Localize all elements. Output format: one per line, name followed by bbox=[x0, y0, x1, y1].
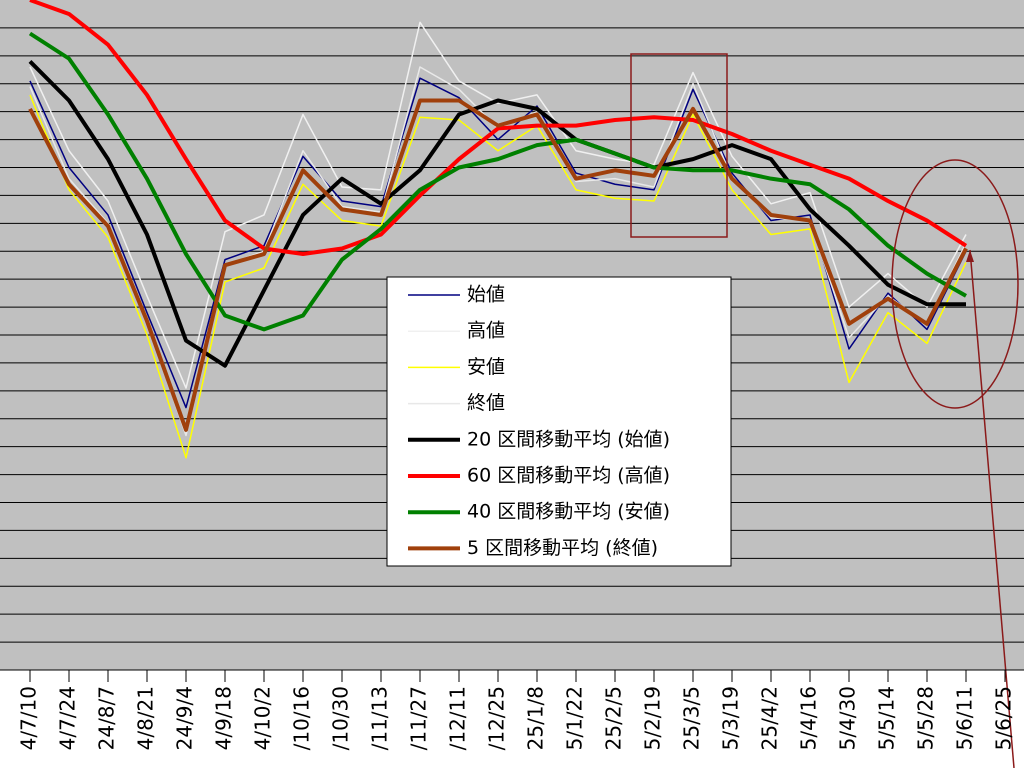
legend-label: 終値 bbox=[467, 392, 505, 414]
highlight-ellipse bbox=[891, 159, 1019, 409]
x-tick-label: 5/1/22 bbox=[563, 686, 587, 750]
legend-label: 始値 bbox=[467, 284, 505, 306]
x-tick-label: 4/9/18 bbox=[212, 686, 236, 750]
x-tick-label: 24/9/4 bbox=[173, 686, 197, 750]
x-tick-label: 5/4/30 bbox=[836, 686, 860, 750]
series-line bbox=[28, 60, 966, 368]
x-tick-label: 25/3/5 bbox=[680, 686, 704, 750]
x-tick-label: /10/16 bbox=[290, 686, 314, 750]
x-tick-label: 5/3/19 bbox=[719, 686, 743, 750]
x-tick-label: 4/10/2 bbox=[251, 686, 275, 750]
x-tick-label: 4/8/21 bbox=[134, 686, 158, 750]
highlight-box bbox=[630, 53, 728, 238]
x-axis-labels: 4/7/10 4/7/24 24/8/7 4/8/21 24/9/4 4/9/18 4/10… bbox=[17, 670, 1016, 750]
x-tick-label: /11/13 bbox=[368, 686, 392, 750]
legend-label: 安値 bbox=[467, 356, 505, 378]
x-tick-label: 25/2/5 bbox=[602, 686, 626, 750]
legend-label: 20 区間移動平均 (始値) bbox=[467, 428, 670, 450]
x-tick-label: 25/4/2 bbox=[758, 686, 782, 750]
series-line bbox=[28, 31, 967, 332]
x-tick-label: /11/27 bbox=[407, 686, 431, 750]
arrow-head bbox=[966, 250, 974, 262]
series-lines bbox=[28, 0, 968, 459]
x-tick-label: /12/11 bbox=[446, 686, 470, 750]
x-tick-label: 25/1/8 bbox=[524, 686, 548, 750]
x-tick-label: 5/4/16 bbox=[797, 686, 821, 750]
x-tick-label: 5/2/19 bbox=[641, 686, 665, 750]
x-tick-label: 24/8/7 bbox=[95, 686, 119, 750]
x-tick-label: 5/5/28 bbox=[914, 686, 938, 750]
x-tick-label: 5/6/11 bbox=[953, 686, 977, 750]
x-tick-label: 5/6/25 bbox=[992, 686, 1016, 750]
annotation-arrow bbox=[969, 249, 1015, 768]
series-line bbox=[29, 94, 967, 459]
legend-label: 高値 bbox=[467, 320, 505, 342]
legend-label: 5 区間移動平均 (終値) bbox=[467, 537, 658, 559]
x-tick-label: 4/7/24 bbox=[56, 686, 80, 750]
series-line bbox=[29, 77, 967, 409]
series-line bbox=[29, 21, 967, 389]
series-line bbox=[29, 0, 968, 257]
legend-label: 60 区間移動平均 (高値) bbox=[467, 465, 670, 487]
legend-box bbox=[386, 276, 732, 567]
x-tick-label: 5/5/14 bbox=[875, 686, 899, 750]
x-tick-label: 4/7/10 bbox=[17, 686, 41, 750]
legend-label: 40 区間移動平均 (安値) bbox=[467, 501, 670, 523]
x-tick-label: /10/30 bbox=[329, 686, 353, 750]
series-line bbox=[28, 98, 968, 432]
x-tick-label: /12/25 bbox=[485, 686, 509, 750]
